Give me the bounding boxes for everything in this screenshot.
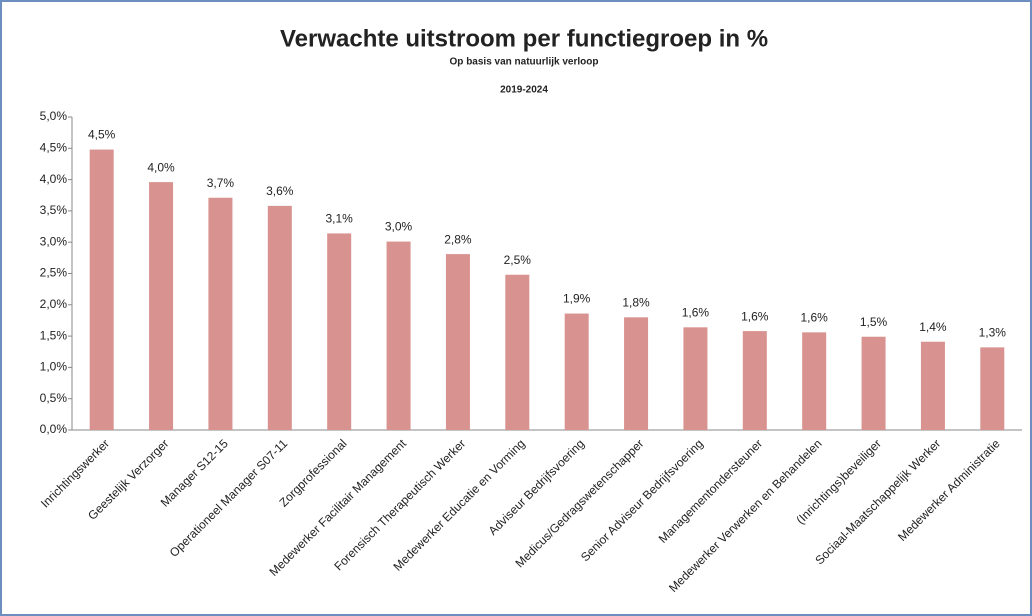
- y-tick-label: 2,5%: [40, 266, 68, 280]
- bar: [327, 233, 352, 430]
- chart-subtitle: Op basis van natuurlijk verloop: [450, 57, 599, 68]
- chart-period: 2019-2024: [500, 85, 548, 96]
- bar: [980, 347, 1005, 430]
- y-tick-label: 4,5%: [40, 140, 68, 154]
- value-label: 4,5%: [88, 128, 116, 142]
- value-label: 1,6%: [801, 311, 829, 325]
- bar: [920, 341, 945, 430]
- bar: [802, 332, 827, 430]
- y-tick-label: 2,0%: [40, 297, 68, 311]
- value-label: 1,8%: [622, 295, 650, 309]
- y-tick-label: 3,0%: [40, 234, 68, 248]
- bar: [742, 331, 767, 430]
- value-label: 3,0%: [385, 220, 413, 234]
- bar: [505, 274, 530, 430]
- value-label: 1,9%: [563, 292, 591, 306]
- value-label: 4,0%: [147, 160, 175, 174]
- value-label: 1,6%: [741, 309, 769, 323]
- bar: [208, 197, 233, 430]
- value-label: 1,3%: [979, 326, 1007, 340]
- value-label: 2,5%: [504, 253, 532, 267]
- bar: [89, 149, 114, 430]
- y-tick-label: 4,0%: [40, 172, 68, 186]
- bar: [149, 182, 174, 430]
- value-label: 3,7%: [207, 176, 235, 190]
- y-tick-label: 1,0%: [40, 360, 68, 374]
- bar: [861, 336, 886, 430]
- bar: [683, 327, 708, 430]
- value-label: 1,5%: [860, 315, 888, 329]
- bar: [445, 254, 470, 430]
- chart-title: Verwachte uitstroom per functiegroep in …: [280, 25, 768, 52]
- bar: [564, 313, 589, 430]
- y-tick-label: 5,0%: [40, 109, 68, 123]
- bar: [624, 317, 649, 430]
- bar: [267, 205, 292, 430]
- bar: [386, 241, 411, 430]
- value-label: 2,8%: [444, 232, 472, 246]
- y-tick-label: 0,5%: [40, 391, 68, 405]
- value-label: 1,6%: [682, 306, 710, 320]
- y-tick-label: 0,0%: [40, 422, 68, 436]
- value-label: 1,4%: [919, 320, 947, 334]
- y-tick-label: 1,5%: [40, 328, 68, 342]
- value-label: 3,6%: [266, 184, 294, 198]
- y-tick-label: 3,5%: [40, 203, 68, 217]
- value-label: 3,1%: [326, 212, 354, 226]
